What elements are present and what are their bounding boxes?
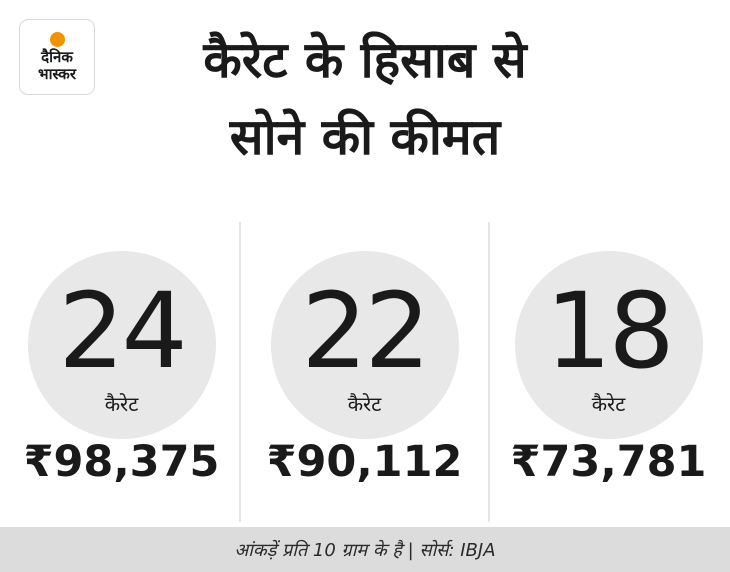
karat-unit-label: कैरेट [104, 392, 139, 416]
source-footer: आंकड़ें प्रति 10 ग्राम के है | सोर्स: IB… [0, 527, 730, 572]
karat-card-22: 22 कैरेट ₹90,112 [243, 224, 486, 520]
karat-unit-label: कैरेट [591, 392, 626, 416]
page-title: कैरेट के हिसाब से सोने की कीमत [110, 22, 620, 176]
source-note: आंकड़ें प्रति 10 ग्राम के है | सोर्स: IB… [234, 539, 496, 561]
gold-price: ₹73,781 [510, 437, 707, 487]
logo-line-1: दैनिक [41, 47, 73, 66]
karat-circle: 18 कैरेट [514, 251, 703, 439]
karat-value: 24 [58, 270, 187, 392]
title-line-2: सोने की कीमत [229, 108, 501, 166]
gold-price: ₹90,112 [266, 437, 463, 487]
karat-card-24: 24 कैरेट ₹98,375 [0, 224, 243, 520]
title-line-1: कैरेट के हिसाब से [203, 31, 527, 89]
logo-line-2: भास्कर [38, 64, 76, 83]
sun-icon [49, 31, 65, 47]
karat-value: 22 [301, 270, 430, 392]
column-divider [239, 222, 241, 522]
karat-unit-label: कैरेट [347, 392, 382, 416]
dainik-bhaskar-logo: दैनिक भास्कर [19, 19, 95, 95]
karat-circle: 22 कैरेट [270, 251, 459, 439]
karat-circle: 24 कैरेट [27, 251, 216, 439]
gold-price: ₹98,375 [23, 437, 220, 487]
karat-value: 18 [545, 270, 674, 392]
karat-card-18: 18 कैरेट ₹73,781 [487, 224, 730, 520]
column-divider [488, 222, 490, 522]
